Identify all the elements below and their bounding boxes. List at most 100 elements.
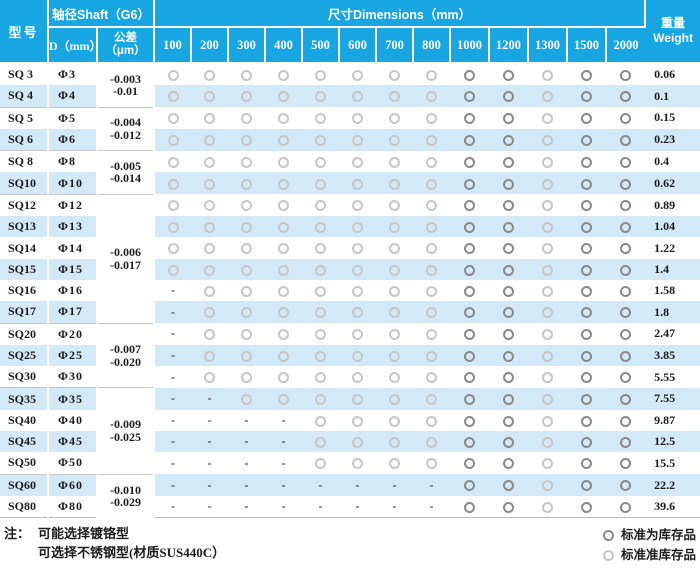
dimension-cell-500	[302, 237, 339, 259]
dimension-cell-100	[154, 85, 191, 108]
dimension-cell-1000	[450, 409, 489, 432]
weight-cell: 7.55	[645, 387, 700, 410]
standard-stock-circle-icon	[503, 501, 514, 513]
standard-stock-circle-icon	[581, 415, 592, 427]
dimension-cell-700	[376, 431, 413, 453]
tolerance-value: -0.004	[110, 115, 141, 130]
semi-standard-stock-circle-icon	[352, 243, 363, 255]
dimension-cell-400	[265, 107, 302, 129]
model-cell: SQ20	[0, 322, 49, 345]
note-line: 可选择不锈钢型(材质SUS440C）	[38, 545, 226, 561]
semi-standard-stock-circle-icon	[542, 200, 553, 212]
dimension-cell-1000	[450, 216, 489, 238]
tolerance-value: -0.025	[110, 430, 141, 445]
standard-stock-circle-icon	[503, 156, 514, 168]
dimension-cell-100	[154, 128, 191, 151]
dimension-cell-100	[154, 216, 191, 238]
dimension-cell-600	[339, 387, 376, 410]
table-row: SQ40 Φ40 - - - - 9.87	[0, 409, 700, 432]
semi-standard-stock-circle-icon	[542, 178, 553, 190]
model-cell: SQ17	[0, 301, 49, 324]
dimension-cell-1200	[489, 452, 528, 475]
semi-standard-stock-circle-icon	[389, 436, 400, 448]
dimension-cell-500	[302, 150, 339, 173]
standard-stock-circle-icon	[581, 221, 592, 233]
weight-cell: 1.8	[645, 301, 700, 324]
tolerance-value: -0.012	[110, 127, 141, 142]
semi-standard-stock-circle-icon	[241, 156, 252, 168]
semi-standard-stock-circle-icon	[204, 91, 215, 103]
dimension-cell-1200	[489, 63, 528, 86]
dimension-cell-1500	[567, 216, 606, 238]
dimension-cell-1500	[567, 128, 606, 151]
dimension-cell-2000	[606, 237, 646, 259]
dimension-cell-100: -	[154, 431, 191, 453]
dimension-cell-500	[302, 452, 339, 475]
semi-standard-stock-circle-icon	[167, 91, 179, 103]
col-header-400: 400	[265, 27, 303, 64]
dimension-cell-600: -	[339, 495, 376, 519]
not-available-dash: -	[281, 434, 286, 449]
table-row: SQ 4 Φ4 0.1	[0, 85, 700, 108]
model-cell: SQ45	[0, 431, 49, 453]
semi-standard-stock-circle-icon	[167, 69, 179, 81]
dimension-cell-200	[191, 128, 228, 151]
standard-stock-circle-icon	[464, 415, 475, 427]
dimension-cell-300	[228, 387, 265, 410]
dimension-cell-1200	[489, 237, 528, 259]
dimension-cell-1300	[528, 172, 567, 195]
model-cell: SQ15	[0, 258, 49, 280]
col-header-600: 600	[339, 27, 377, 64]
dimension-cell-500	[302, 387, 339, 410]
semi-standard-stock-circle-icon	[315, 415, 326, 427]
dimension-cell-800	[413, 128, 450, 151]
semi-standard-stock-circle-icon	[352, 372, 363, 384]
semi-standard-stock-circle-icon	[426, 243, 437, 255]
dimension-cell-200: -	[191, 387, 228, 410]
dimension-cell-500	[302, 172, 339, 195]
dimension-cell-300: -	[228, 474, 265, 496]
semi-standard-stock-circle-icon	[278, 135, 289, 147]
semi-standard-stock-circle-icon	[241, 264, 252, 276]
dimension-cell-400	[265, 237, 302, 259]
table-row: SQ12 Φ12 -0.006 -0.017 0.89	[0, 193, 700, 324]
standard-stock-circle-icon	[581, 69, 592, 81]
dimension-cell-1000	[450, 495, 489, 519]
semi-standard-stock-circle-icon	[204, 329, 215, 341]
dimension-cell-200	[191, 323, 228, 345]
dimension-cell-1300	[528, 85, 567, 108]
dimension-cell-1500	[567, 172, 606, 195]
semi-standard-stock-circle-icon	[352, 221, 363, 233]
col-header-1500: 1500	[567, 27, 607, 64]
semi-standard-stock-circle-icon	[426, 285, 437, 297]
standard-stock-circle-icon	[620, 264, 632, 276]
dimension-cell-800	[413, 301, 450, 324]
dimension-cell-1000	[450, 128, 489, 151]
semi-standard-stock-circle-icon	[278, 372, 289, 384]
dimension-cell-1500	[567, 366, 606, 388]
dimension-cell-1000	[450, 366, 489, 388]
standard-stock-circle-icon	[503, 178, 514, 190]
semi-standard-stock-circle-icon	[278, 329, 289, 341]
semi-standard-stock-circle-icon	[542, 264, 553, 276]
weight-label-en: Weight	[653, 31, 693, 45]
not-available-dash: -	[281, 455, 286, 470]
not-available-dash: -	[171, 455, 175, 470]
legend-item: 标准为库存品	[602, 525, 696, 545]
dimension-cell-200	[191, 366, 228, 388]
dimension-cell-600	[339, 366, 376, 388]
standard-stock-circle-icon	[464, 69, 475, 81]
dimension-cell-500	[302, 344, 339, 367]
standard-stock-circle-icon	[581, 135, 592, 147]
weight-cell: 39.6	[645, 495, 700, 519]
standard-stock-circle-icon	[620, 135, 632, 147]
dimension-cell-600	[339, 431, 376, 453]
semi-standard-stock-circle-icon	[278, 178, 289, 190]
model-cell: SQ 5	[0, 106, 49, 129]
semi-standard-stock-circle-icon	[315, 372, 326, 384]
not-available-dash: -	[244, 412, 249, 427]
semi-standard-stock-circle-icon	[352, 415, 363, 427]
not-available-dash: -	[281, 412, 286, 427]
dimension-cell-800	[413, 107, 450, 129]
